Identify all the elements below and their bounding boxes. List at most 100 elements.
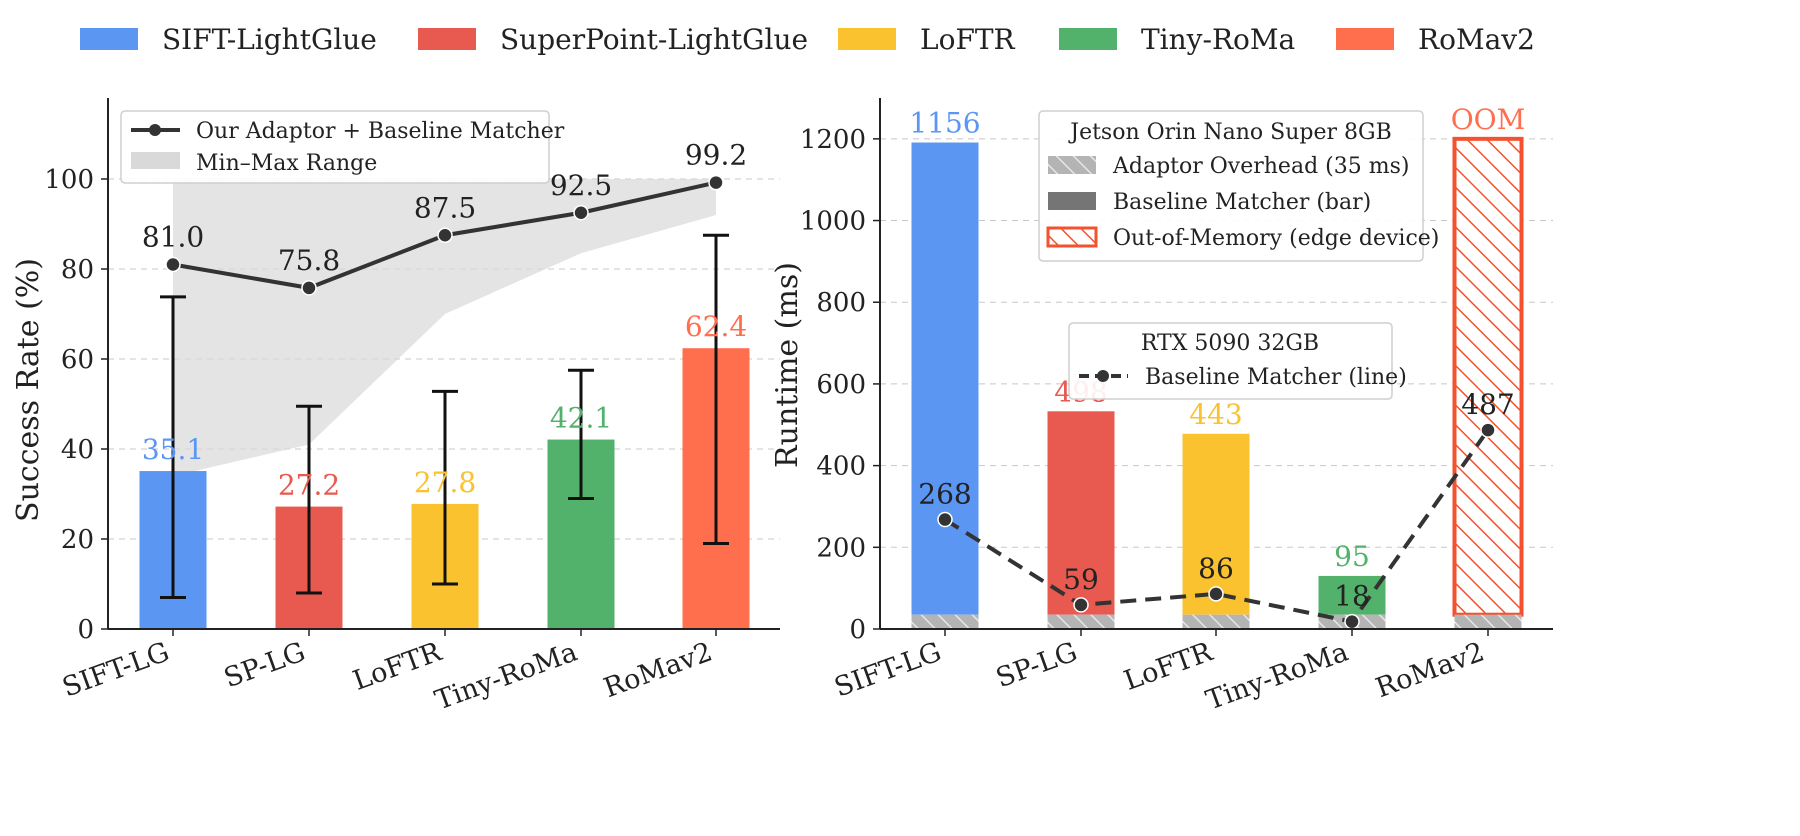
adaptor-point-LoFTR: [437, 227, 453, 243]
overhead-bar-LoFTR: [1182, 614, 1250, 629]
right-ytick-label-800: 800: [816, 288, 866, 318]
left-ytick-label-20: 20: [61, 525, 94, 555]
gpu-legend-title: RTX 5090 32GB: [1141, 331, 1319, 356]
right-y-axis-label: Runtime (ms): [770, 262, 805, 468]
adaptor-point-SP-LG: [301, 280, 317, 296]
legend-oom-label: Out-of-Memory (edge device): [1113, 226, 1439, 251]
right-bar-Tiny-RoMa: [1318, 575, 1386, 615]
legend-range-swatch: [131, 152, 180, 169]
left-xtick-label-SIFT-LG: SIFT-LG: [58, 636, 173, 703]
adaptor-value-LoFTR: 87.5: [414, 191, 476, 224]
legend-swatch-1: [80, 28, 138, 50]
left-legend: Our Adaptor + Baseline Matcher Min–Max R…: [120, 110, 565, 184]
right-ytick-label-1000: 1000: [800, 207, 866, 237]
adaptor-overhead-bars: [911, 614, 1522, 629]
legend-label-4: Tiny-RoMa: [1141, 23, 1295, 56]
gpu-point-LoFTR: [1208, 586, 1224, 602]
legend-adaptor-line-label: Our Adaptor + Baseline Matcher: [196, 119, 565, 144]
right-xtick-label-SIFT-LG: SIFT-LG: [830, 636, 945, 703]
edge-legend-title: Jetson Orin Nano Super 8GB: [1068, 120, 1392, 145]
adaptor-point-RoMav2: [708, 174, 724, 191]
left-ytick-label-100: 100: [44, 165, 94, 195]
legend-label-1: SIFT-LightGlue: [162, 23, 377, 56]
right-bar-SIFT-LG: [911, 142, 979, 615]
legend-baseline-bar-label: Baseline Matcher (bar): [1113, 190, 1371, 215]
adaptor-value-SIFT-LG: 81.0: [142, 221, 204, 254]
legend-overhead-label: Adaptor Overhead (35 ms): [1112, 154, 1409, 179]
right-bar-value-SIFT-LG: 1156: [909, 107, 980, 140]
right-ytick-label-1200: 1200: [800, 125, 866, 155]
legend-baseline-bar-swatch: [1048, 192, 1096, 210]
left-xtick-label-Tiny-RoMa: Tiny-RoMa: [431, 636, 581, 716]
overhead-bar-SIFT-LG: [911, 614, 979, 629]
overhead-bar-SP-LG: [1047, 614, 1115, 629]
legend-swatch-2: [418, 28, 476, 50]
left-ytick-label-0: 0: [77, 615, 94, 645]
left-xtick-label-SP-LG: SP-LG: [220, 636, 309, 694]
gpu-value-RoMav2: 487: [1461, 388, 1514, 421]
right-ytick-label-200: 200: [816, 533, 866, 563]
left-ytick-label-60: 60: [61, 345, 94, 375]
legend-label-3: LoFTR: [920, 23, 1016, 56]
right-bar-LoFTR: [1182, 433, 1250, 615]
gpu-point-SP-LG: [1073, 597, 1089, 613]
right-ytick-label-0: 0: [849, 615, 866, 645]
gpu-point-RoMav2: [1480, 422, 1496, 438]
min-max-range-band: [173, 179, 716, 476]
legend-point-swatch: [149, 124, 161, 136]
edge-device-legend: Jetson Orin Nano Super 8GB Adaptor Overh…: [1038, 110, 1439, 262]
adaptor-value-RoMav2: 99.2: [685, 139, 747, 172]
legend-oom-swatch: [1046, 226, 1098, 248]
legend-label-5: RoMav2: [1418, 23, 1535, 56]
adaptor-value-SP-LG: 75.8: [278, 244, 340, 277]
right-ytick-label-400: 400: [816, 452, 866, 482]
gpu-baseline-points: [937, 422, 1496, 630]
overhead-bar-RoMav2: [1454, 614, 1522, 629]
right-bar-value-LoFTR: 443: [1189, 398, 1242, 431]
gpu-legend: RTX 5090 32GB Baseline Matcher (line): [1068, 322, 1407, 400]
legend-swatch-3: [838, 28, 896, 50]
right-bar-value-Tiny-RoMa: 95: [1334, 540, 1370, 573]
gpu-value-LoFTR: 86: [1198, 552, 1234, 585]
right-bar-value-RoMav2: OOM: [1451, 103, 1526, 136]
top-legend: SIFT-LightGlue SuperPoint-LightGlue LoFTR T…: [80, 23, 1535, 56]
left-bar-value-RoMav2: 62.4: [685, 310, 747, 343]
legend-gpu-point-swatch: [1097, 370, 1109, 382]
right-bars: [911, 136, 1524, 617]
adaptor-line-value-labels: 81.0 75.8 87.5 92.5 99.2: [142, 139, 747, 277]
legend-swatch-5: [1336, 28, 1394, 50]
legend-swatch-4: [1059, 28, 1117, 50]
gpu-value-SP-LG: 59: [1063, 563, 1099, 596]
gpu-value-SIFT-LG: 268: [918, 478, 971, 511]
gpu-point-SIFT-LG: [937, 511, 953, 528]
adaptor-point-Tiny-RoMa: [573, 205, 589, 221]
right-bar-oom-RoMav2: [1452, 136, 1524, 617]
left-bar-value-labels: 35.1 27.2 27.8 42.1 62.4: [142, 310, 747, 501]
legend-label-2: SuperPoint-LightGlue: [500, 23, 808, 56]
gpu-point-Tiny-RoMa: [1344, 613, 1360, 630]
left-bar-value-Tiny-RoMa: 42.1: [550, 402, 612, 435]
left-bar-value-LoFTR: 27.8: [414, 466, 476, 499]
right-ytick-label-600: 600: [816, 370, 866, 400]
gpu-value-Tiny-RoMa: 18: [1334, 580, 1370, 613]
left-ytick-label-40: 40: [61, 435, 94, 465]
success-rate-chart: 35.1 27.2 27.8 42.1 62.4 81.0 75.8 87.5 92.5 99.…: [11, 98, 780, 716]
left-bar-value-SIFT-LG: 35.1: [142, 433, 204, 466]
legend-gpu-line-label: Baseline Matcher (line): [1145, 365, 1407, 390]
right-xtick-label-Tiny-RoMa: Tiny-RoMa: [1202, 636, 1352, 716]
gpu-baseline-line: [943, 428, 1490, 624]
gpu-baseline-value-labels: 268 59 86 18 487: [918, 388, 1514, 613]
right-xtick-label-RoMav2: RoMav2: [1372, 636, 1489, 704]
right-xtick-label-SP-LG: SP-LG: [992, 636, 1081, 694]
adaptor-line-points: [165, 174, 724, 296]
legend-overhead-swatch: [1048, 156, 1096, 174]
left-bar-value-SP-LG: 27.2: [278, 469, 340, 502]
left-y-axis-label: Success Rate (%): [11, 258, 46, 522]
adaptor-point-SIFT-LG: [165, 256, 181, 273]
left-ytick-label-80: 80: [61, 255, 94, 285]
adaptor-value-Tiny-RoMa: 92.5: [550, 169, 612, 202]
right-bar-SP-LG: [1047, 411, 1115, 615]
left-xtick-label-RoMav2: RoMav2: [600, 636, 717, 704]
